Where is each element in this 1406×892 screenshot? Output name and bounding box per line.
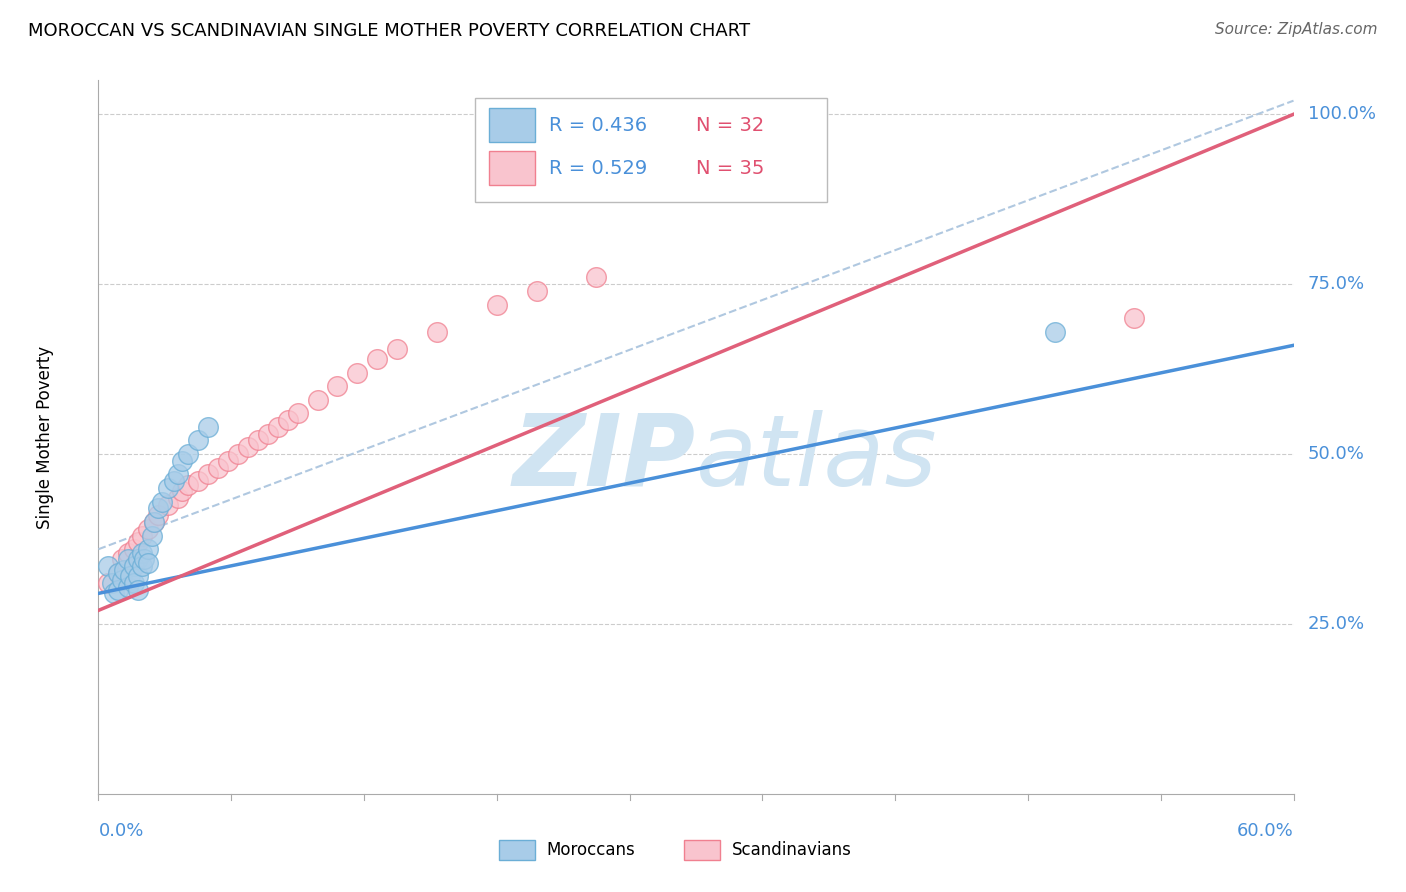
Point bbox=[226, 447, 249, 461]
Point bbox=[101, 576, 124, 591]
Point bbox=[124, 559, 146, 574]
Point bbox=[112, 563, 135, 577]
Point bbox=[236, 440, 259, 454]
Point bbox=[172, 484, 194, 499]
FancyBboxPatch shape bbox=[475, 98, 827, 202]
Point bbox=[143, 515, 166, 529]
Point bbox=[526, 284, 548, 298]
Point bbox=[131, 528, 153, 542]
Point bbox=[172, 454, 194, 468]
Point bbox=[326, 379, 349, 393]
Point bbox=[127, 535, 149, 549]
Point bbox=[136, 522, 159, 536]
Point bbox=[307, 392, 329, 407]
Point bbox=[107, 566, 129, 580]
Point bbox=[148, 501, 170, 516]
Point bbox=[287, 406, 309, 420]
Text: ZIP: ZIP bbox=[513, 410, 696, 507]
Text: Source: ZipAtlas.com: Source: ZipAtlas.com bbox=[1215, 22, 1378, 37]
Point bbox=[134, 552, 156, 566]
Point bbox=[1043, 325, 1066, 339]
Point bbox=[117, 552, 139, 566]
Point bbox=[117, 580, 139, 594]
Point bbox=[148, 508, 170, 523]
Point bbox=[117, 546, 139, 560]
Point bbox=[141, 528, 163, 542]
Point bbox=[107, 566, 129, 580]
Point bbox=[167, 467, 190, 482]
Point bbox=[177, 447, 200, 461]
Point bbox=[157, 481, 180, 495]
Point bbox=[124, 542, 146, 557]
Point bbox=[136, 556, 159, 570]
Text: Single Mother Poverty: Single Mother Poverty bbox=[35, 345, 53, 529]
Point bbox=[97, 559, 120, 574]
Point bbox=[207, 460, 229, 475]
Point bbox=[136, 542, 159, 557]
Point bbox=[256, 426, 278, 441]
Point bbox=[131, 546, 153, 560]
Text: MOROCCAN VS SCANDINAVIAN SINGLE MOTHER POVERTY CORRELATION CHART: MOROCCAN VS SCANDINAVIAN SINGLE MOTHER P… bbox=[28, 22, 751, 40]
Bar bbox=[499, 840, 534, 860]
Point bbox=[107, 582, 129, 597]
Point bbox=[103, 586, 125, 600]
Text: 50.0%: 50.0% bbox=[1308, 445, 1365, 463]
Point bbox=[385, 342, 409, 356]
Point bbox=[366, 351, 388, 366]
Text: 60.0%: 60.0% bbox=[1237, 822, 1294, 840]
Point bbox=[127, 552, 149, 566]
Bar bbox=[489, 151, 534, 186]
Point bbox=[157, 498, 180, 512]
Point bbox=[197, 420, 219, 434]
Text: 0.0%: 0.0% bbox=[98, 822, 143, 840]
Text: 75.0%: 75.0% bbox=[1308, 275, 1365, 293]
Point bbox=[346, 366, 368, 380]
Bar bbox=[489, 108, 534, 143]
Point bbox=[277, 413, 299, 427]
Point bbox=[187, 475, 209, 489]
Point bbox=[246, 434, 269, 448]
Point bbox=[187, 434, 209, 448]
Point bbox=[163, 475, 186, 489]
Text: 25.0%: 25.0% bbox=[1308, 615, 1365, 633]
Point bbox=[127, 569, 149, 583]
Point bbox=[111, 552, 134, 566]
Text: Scandinavians: Scandinavians bbox=[733, 841, 852, 859]
Point bbox=[120, 569, 142, 583]
Point bbox=[150, 494, 173, 508]
Text: 100.0%: 100.0% bbox=[1308, 105, 1376, 123]
Point bbox=[197, 467, 219, 482]
Point bbox=[131, 559, 153, 574]
Point bbox=[1123, 311, 1146, 326]
Point bbox=[111, 573, 134, 587]
Bar bbox=[685, 840, 720, 860]
Point bbox=[217, 454, 239, 468]
Point bbox=[426, 325, 449, 339]
Point bbox=[97, 576, 120, 591]
Point bbox=[167, 491, 190, 506]
Point bbox=[485, 297, 508, 311]
Point bbox=[143, 515, 166, 529]
Point bbox=[127, 582, 149, 597]
Point bbox=[585, 270, 607, 285]
Point bbox=[267, 420, 290, 434]
Point bbox=[177, 477, 200, 491]
Text: Moroccans: Moroccans bbox=[547, 841, 636, 859]
Text: R = 0.436: R = 0.436 bbox=[548, 116, 647, 135]
Text: atlas: atlas bbox=[696, 410, 938, 507]
Text: N = 35: N = 35 bbox=[696, 159, 765, 178]
Text: N = 32: N = 32 bbox=[696, 116, 765, 135]
Text: R = 0.529: R = 0.529 bbox=[548, 159, 647, 178]
Point bbox=[124, 576, 146, 591]
